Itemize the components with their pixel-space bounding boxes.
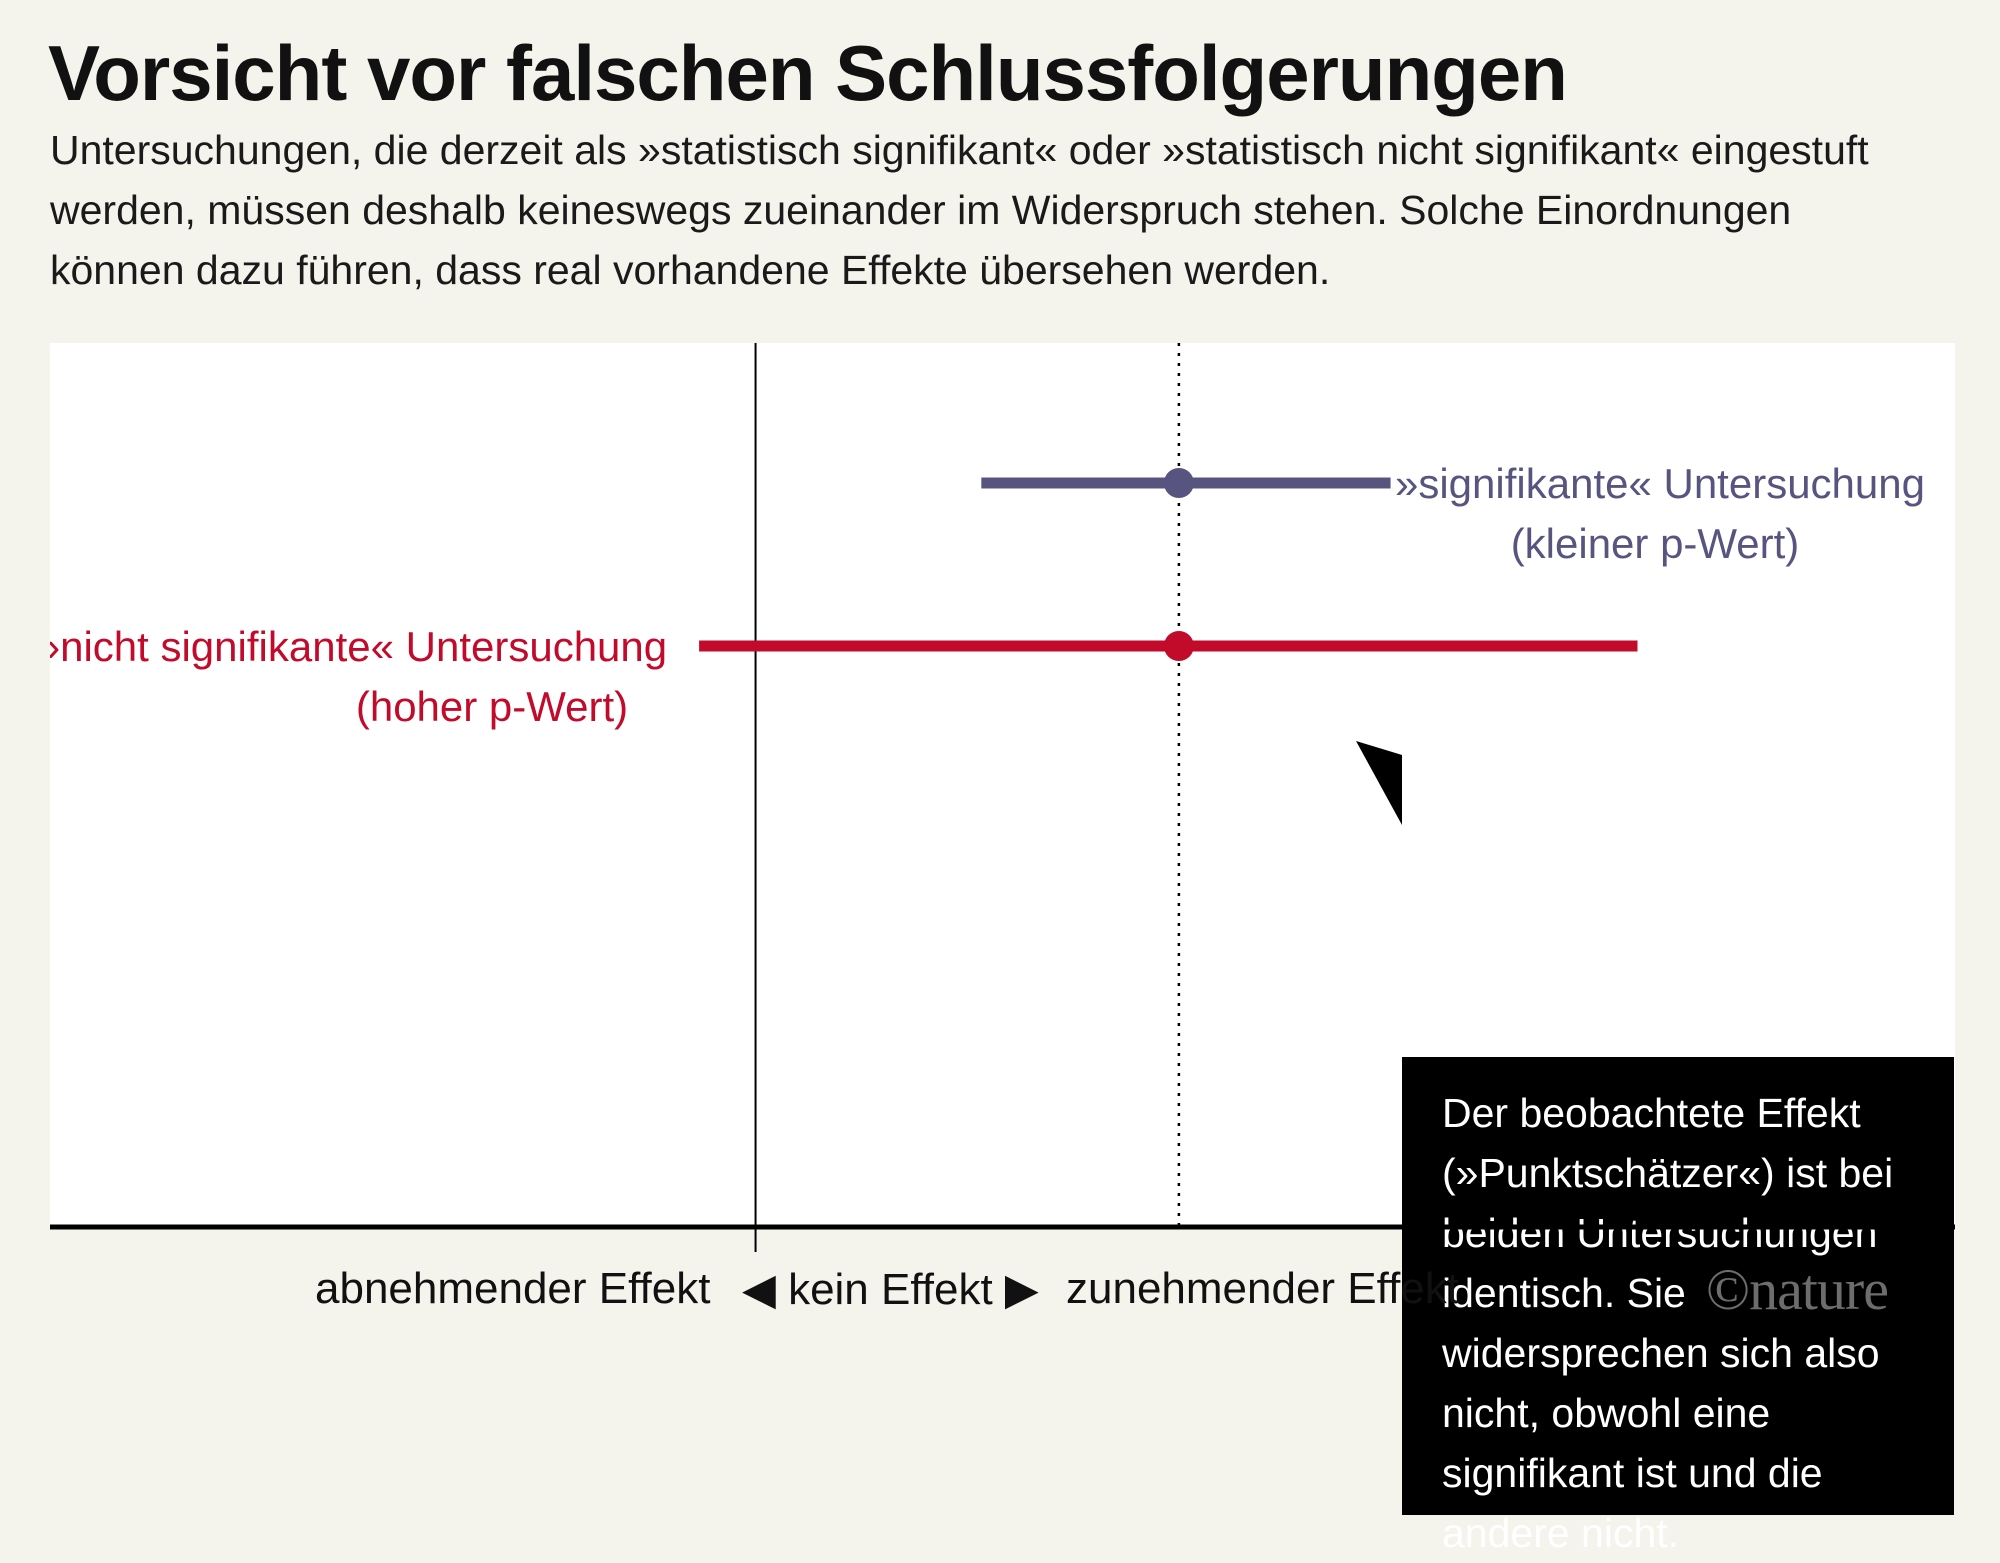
- nonsignificant-point-estimate: [1163, 631, 1194, 661]
- nonsignificant-series-sublabel: (hoher p-Wert): [356, 683, 628, 730]
- nonsignificant-series-label: »nicht signifikante« Untersuchung: [50, 623, 667, 670]
- annotation-text: Der beobachtete Effekt (»Punktschätzer«)…: [1442, 1090, 1894, 1556]
- plot-panel: »signifikante« Untersuchung (kleiner p-W…: [50, 343, 1955, 1556]
- chart-subtitle: Untersuchungen, die derzeit als »statist…: [50, 127, 1869, 293]
- x-axis-label-increasing: zunehmender Effekt: [1066, 1264, 1459, 1313]
- nature-logo: ©nature: [1706, 1257, 1889, 1322]
- callout-pointer: [1356, 741, 1402, 825]
- significant-series-label: »signifikante« Untersuchung: [1395, 460, 1925, 507]
- x-axis-label-decreasing: abnehmender Effekt: [315, 1264, 711, 1313]
- significant-point-estimate: [1163, 468, 1194, 498]
- chart-title: Vorsicht vor falschen Schlussfolgerungen: [48, 29, 1568, 117]
- significant-series-sublabel: (kleiner p-Wert): [1511, 520, 1800, 567]
- chart-plot: »signifikante« Untersuchung (kleiner p-W…: [50, 343, 1925, 1225]
- x-axis-label-no-effect: ◀ kein Effekt ▶: [742, 1265, 1039, 1314]
